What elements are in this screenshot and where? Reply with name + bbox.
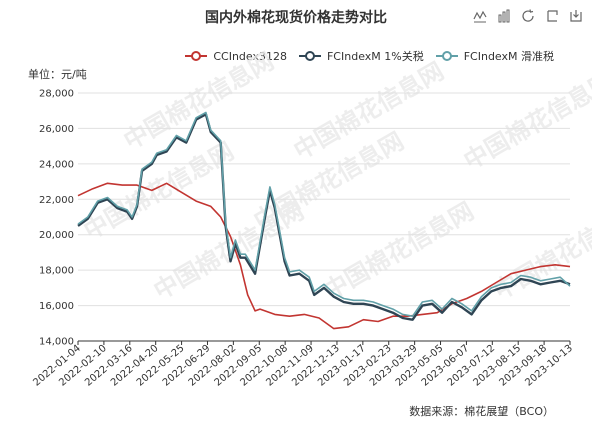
- source-label: 数据来源：棉花展望（BCO）: [409, 405, 554, 418]
- watermark-text: 中国棉花信息网: [489, 197, 592, 305]
- legend-item-fc1[interactable]: FCIndexM 1%关税: [298, 48, 424, 64]
- data-view-icon[interactable]: [544, 8, 560, 24]
- line-chart-icon[interactable]: [472, 8, 488, 24]
- restore-icon[interactable]: [520, 8, 536, 24]
- legend-marker-fc1: [298, 51, 321, 61]
- toolbox: [472, 8, 584, 24]
- y-tick-label: 26,000: [39, 124, 74, 135]
- legend-label-fc2: FCIndexM 滑准税: [463, 50, 554, 63]
- save-image-icon[interactable]: [568, 8, 584, 24]
- bar-chart-icon[interactable]: [496, 8, 512, 24]
- series-line-cc: [77, 182, 571, 330]
- y-unit-label: 单位：元/吨: [28, 68, 87, 81]
- legend-item-fc2[interactable]: FCIndexM 滑准税: [435, 48, 554, 64]
- series-line-fc1: [77, 113, 571, 321]
- y-tick-label: 28,000: [39, 89, 74, 100]
- watermark-text: 中国棉花信息网: [119, 47, 278, 155]
- legend-marker-fc2: [435, 51, 458, 61]
- legend: CCIndex3128 FCIndexM 1%关税 FCIndexM 滑准税: [185, 48, 554, 64]
- legend-label-cc: CCIndex3128: [213, 49, 287, 63]
- y-tick-label: 24,000: [39, 159, 74, 170]
- legend-item-cc[interactable]: CCIndex3128: [185, 50, 287, 63]
- watermark-text: 中国棉花信息网: [319, 197, 478, 305]
- chart-title: 国内外棉花现货价格走势对比: [205, 10, 387, 26]
- legend-label-fc1: FCIndexM 1%关税: [326, 50, 424, 63]
- y-tick-label: 14,000: [39, 337, 74, 348]
- watermark-text: 中国棉花信息网: [459, 67, 592, 175]
- y-tick-label: 20,000: [39, 230, 74, 241]
- legend-marker-cc: [185, 51, 208, 61]
- series-line-fc2: [77, 111, 571, 317]
- y-tick-label: 16,000: [39, 301, 74, 312]
- y-tick-label: 18,000: [39, 266, 74, 277]
- y-tick-label: 22,000: [39, 195, 74, 206]
